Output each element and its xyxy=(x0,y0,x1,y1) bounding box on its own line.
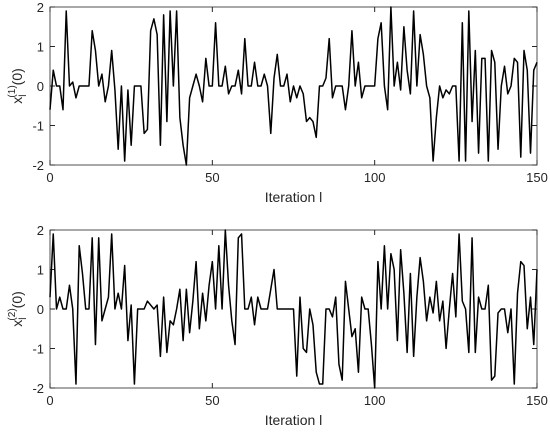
x-tick-label: 100 xyxy=(364,170,386,185)
x-tick-label: 0 xyxy=(46,393,53,408)
x-tick-label: 50 xyxy=(205,170,219,185)
y-label-tail: (0) xyxy=(9,68,25,85)
y-tick-label: -1 xyxy=(32,342,44,357)
y-tick-label: 1 xyxy=(37,40,44,55)
x-tick-label: 150 xyxy=(526,170,548,185)
y-tick-label: 0 xyxy=(37,302,44,317)
y-axis-label: xl(1)(0) xyxy=(7,68,29,104)
y-label-sub: l xyxy=(18,95,29,97)
y-label-sup: (1) xyxy=(7,85,18,97)
data-line xyxy=(49,6,538,166)
y-tick-label: 1 xyxy=(37,263,44,278)
y-tick-label: -1 xyxy=(32,119,44,134)
y-tick-label: 2 xyxy=(37,223,44,238)
y-label-sup: (2) xyxy=(7,308,18,320)
y-tick-label: 2 xyxy=(37,0,44,15)
data-line xyxy=(49,229,538,389)
y-tick-label: 0 xyxy=(37,79,44,94)
y-label-base: x xyxy=(9,97,25,104)
x-tick-label: 150 xyxy=(526,393,548,408)
y-tick-label: -2 xyxy=(32,381,44,396)
y-axis-label: xl(2)(0) xyxy=(7,291,29,327)
y-label-sub: l xyxy=(18,318,29,320)
x-axis-label: Iteration l xyxy=(265,412,323,428)
y-label-tail: (0) xyxy=(9,291,25,308)
x-tick-label: 100 xyxy=(364,393,386,408)
y-tick-label: -2 xyxy=(32,158,44,173)
x-tick-label: 0 xyxy=(46,170,53,185)
x-tick-label: 50 xyxy=(205,393,219,408)
y-label-base: x xyxy=(9,320,25,327)
x-axis-label: Iteration l xyxy=(265,189,323,205)
